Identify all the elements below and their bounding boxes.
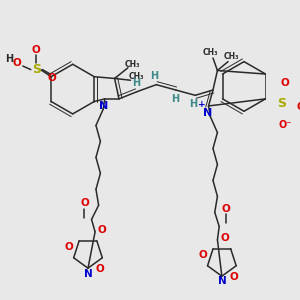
Text: H: H xyxy=(132,78,140,88)
Text: H: H xyxy=(189,99,197,109)
Text: N: N xyxy=(203,108,212,118)
Text: O: O xyxy=(95,264,104,274)
Text: O: O xyxy=(12,58,21,68)
Text: N: N xyxy=(85,268,93,278)
Text: N: N xyxy=(99,101,109,111)
Text: S: S xyxy=(277,97,286,110)
Text: O: O xyxy=(229,272,238,282)
Text: H: H xyxy=(150,71,158,81)
Text: O: O xyxy=(280,78,290,88)
Text: O: O xyxy=(32,45,40,55)
Text: H: H xyxy=(5,54,14,64)
Text: O: O xyxy=(198,250,207,260)
Text: O: O xyxy=(98,225,106,235)
Text: O: O xyxy=(222,204,231,214)
Text: O: O xyxy=(297,102,300,112)
Text: S: S xyxy=(32,63,40,76)
Text: +: + xyxy=(198,100,205,109)
Text: CH₃: CH₃ xyxy=(224,52,239,61)
Text: O⁻: O⁻ xyxy=(278,120,292,130)
Text: H: H xyxy=(171,94,179,104)
Text: O: O xyxy=(48,73,56,82)
Text: O: O xyxy=(64,242,73,252)
Text: N: N xyxy=(218,277,227,286)
Text: O: O xyxy=(80,199,89,208)
Text: CH₃: CH₃ xyxy=(124,60,140,69)
Text: CH₃: CH₃ xyxy=(202,48,218,57)
Text: CH₃: CH₃ xyxy=(129,72,145,81)
Text: O: O xyxy=(220,233,229,243)
